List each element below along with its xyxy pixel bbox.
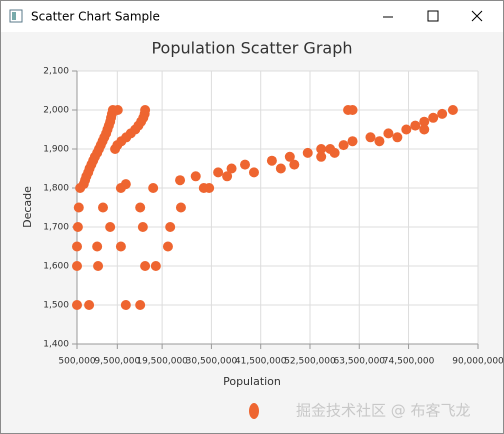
- scatter-point: [204, 183, 215, 193]
- scatter-point: [410, 120, 421, 131]
- x-tick-label: 63,500,000: [334, 357, 386, 367]
- y-tick-label: 1,600: [43, 262, 69, 272]
- title-bar: [1, 1, 503, 32]
- scatter-point: [284, 151, 295, 162]
- scatter-point: [222, 171, 233, 182]
- scatter-point: [84, 300, 95, 310]
- scatter-point: [72, 300, 82, 310]
- scatter-point: [347, 136, 358, 147]
- y-tick-label: 2,000: [43, 106, 69, 116]
- scatter-point: [365, 132, 376, 143]
- x-tick-label: 41,500,000: [235, 357, 287, 367]
- scatter-point: [329, 147, 340, 158]
- maximize-button[interactable]: [427, 10, 439, 22]
- scatter-point: [120, 300, 131, 310]
- window-title: Scatter Chart Sample: [31, 10, 160, 24]
- scatter-point: [72, 222, 83, 232]
- scatter-point: [92, 241, 103, 252]
- scatter-point: [316, 151, 327, 162]
- scatter-point: [165, 222, 176, 232]
- x-tick-label: 74,500,000: [383, 357, 435, 367]
- scatter-point: [72, 261, 82, 271]
- scatter-point: [93, 261, 104, 271]
- y-tick-label: 2,100: [43, 67, 69, 77]
- close-button[interactable]: [471, 10, 483, 22]
- scatter-point: [401, 124, 412, 135]
- scatter-point: [289, 159, 300, 170]
- y-tick-label: 1,500: [43, 301, 69, 311]
- scatter-point: [135, 202, 146, 213]
- scatter-point: [248, 167, 259, 178]
- x-tick-label: 9,500,000: [94, 357, 140, 367]
- x-tick-label: 52,500,000: [284, 357, 336, 367]
- scatter-point: [347, 105, 358, 115]
- chart-title: Population Scatter Graph: [151, 39, 352, 58]
- scatter-point: [392, 132, 403, 143]
- scatter-point: [162, 241, 173, 252]
- scatter-point: [275, 163, 286, 174]
- scatter-point: [137, 222, 148, 232]
- legend-marker[interactable]: [249, 403, 259, 419]
- scatter-point: [73, 202, 84, 213]
- scatter-point: [213, 167, 224, 178]
- x-tick-label: 19,500,000: [136, 357, 188, 367]
- scatter-point: [150, 261, 161, 271]
- scatter-point: [72, 241, 82, 252]
- scatter-point: [419, 116, 430, 127]
- x-axis-label: Population: [223, 375, 281, 388]
- scatter-point: [240, 159, 251, 170]
- scatter-point: [447, 105, 458, 115]
- scatter-point: [105, 222, 116, 232]
- scatter-point: [419, 124, 430, 135]
- scatter-point: [428, 112, 439, 123]
- scatter-point: [97, 202, 108, 213]
- scatter-point: [135, 300, 146, 310]
- watermark: 掘金技术社区 @ 布客飞龙: [296, 402, 471, 420]
- scatter-point: [266, 155, 277, 166]
- scatter-point: [374, 136, 385, 147]
- x-tick-label: 500,000: [58, 357, 95, 367]
- scatter-point: [316, 144, 327, 154]
- scatter-point: [120, 179, 131, 190]
- scatter-point: [140, 105, 151, 115]
- scatter-point: [175, 202, 186, 213]
- scatter-point: [383, 128, 394, 139]
- scatter-point: [148, 183, 159, 193]
- scatter-point: [226, 163, 237, 174]
- app-icon-detail: [12, 12, 16, 20]
- x-tick-label: 90,000,000: [452, 357, 504, 367]
- y-axis-label: Decade: [21, 186, 34, 228]
- y-tick-label: 1,700: [43, 223, 69, 233]
- scatter-point: [338, 140, 349, 151]
- y-tick-label: 1,800: [43, 184, 69, 194]
- y-tick-label: 1,400: [43, 340, 69, 350]
- scatter-point: [302, 147, 313, 158]
- scatter-point: [437, 108, 448, 119]
- scatter-point: [115, 241, 126, 252]
- scatter-point: [190, 171, 201, 182]
- x-tick-label: 30,500,000: [186, 357, 238, 367]
- scatter-point: [112, 105, 123, 115]
- scatter-point: [175, 175, 186, 186]
- y-tick-label: 1,900: [43, 145, 69, 155]
- scatter-point: [140, 261, 151, 271]
